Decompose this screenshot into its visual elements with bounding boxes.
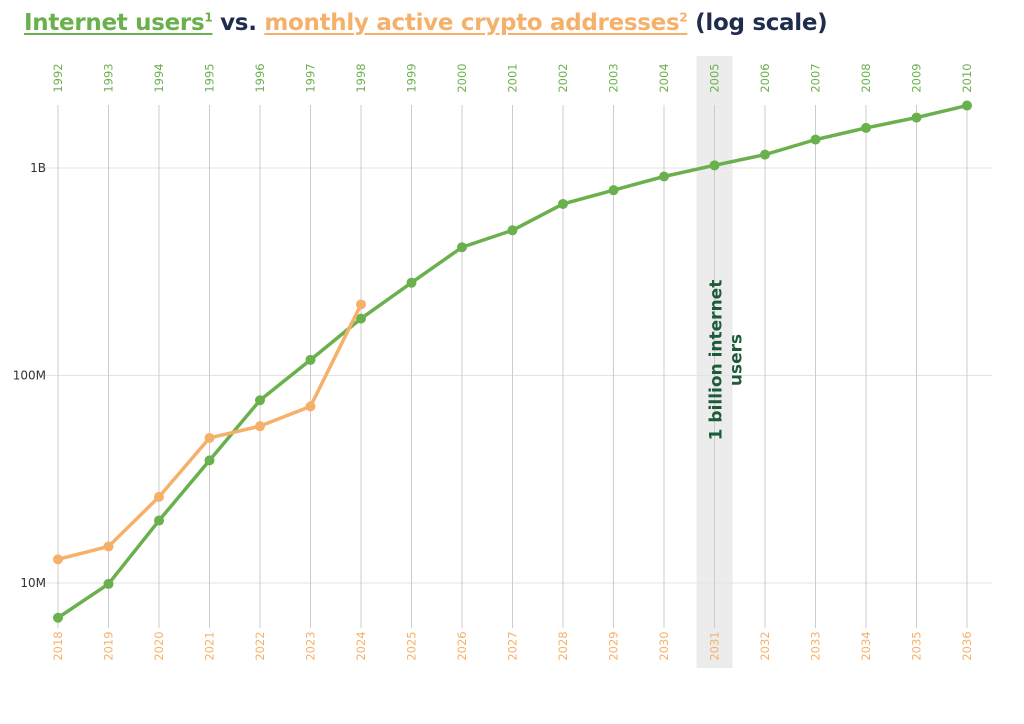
internet-data-point: [861, 122, 871, 133]
y-tick-label: 100M: [13, 369, 46, 383]
x-top-tick-label: 2010: [960, 63, 974, 92]
x-top-tick-label: 1997: [304, 63, 318, 92]
x-top-tick-label: 2005: [708, 63, 722, 92]
internet-data-point: [810, 134, 821, 145]
x-bottom-tick-label: 2027: [506, 631, 520, 660]
chart-title: Internet users1 vs. monthly active crypt…: [24, 10, 828, 36]
crypto-data-point: [154, 491, 164, 502]
x-bottom-tick-label: 2035: [910, 631, 924, 660]
internet-data-point: [760, 149, 770, 160]
x-top-tick-label: 2007: [809, 63, 823, 92]
x-bottom-tick-label: 2024: [354, 631, 368, 660]
x-top-tick-label: 1999: [405, 63, 419, 92]
title-crypto-addresses: monthly active crypto addresses2: [264, 10, 688, 36]
x-bottom-tick-label: 2036: [960, 631, 974, 660]
internet-data-point: [204, 455, 215, 466]
x-bottom-tick-label: 2021: [203, 631, 217, 660]
internet-data-point: [962, 100, 972, 111]
internet-data-point: [305, 354, 316, 365]
crypto-data-point: [255, 421, 265, 432]
x-bottom-tick-label: 2026: [455, 631, 469, 660]
title-vs: vs.: [212, 10, 265, 36]
x-bottom-tick-label: 2029: [607, 631, 621, 660]
internet-data-point: [406, 277, 417, 288]
title-internet-users: Internet users1: [24, 10, 213, 36]
y-tick-label: 1B: [30, 161, 46, 175]
x-bottom-tick-label: 2034: [859, 631, 873, 660]
internet-data-point: [103, 578, 114, 589]
x-bottom-tick-label: 2019: [102, 631, 116, 660]
x-bottom-tick-label: 2031: [708, 631, 722, 660]
annotation-line-1: 1 billion internet: [707, 280, 727, 441]
y-tick-label: 10M: [20, 576, 46, 590]
x-top-tick-label: 2001: [506, 63, 520, 92]
x-bottom-tick-label: 2025: [405, 631, 419, 660]
internet-data-point: [558, 198, 568, 209]
internet-data-point: [53, 612, 63, 623]
internet-data-point: [659, 171, 669, 182]
crypto-data-point: [53, 554, 63, 565]
internet-data-point: [709, 160, 720, 171]
x-bottom-tick-label: 2033: [809, 631, 823, 660]
internet-data-point: [356, 313, 366, 324]
crypto-data-point: [103, 541, 114, 552]
x-top-tick-label: 1996: [253, 63, 267, 92]
x-top-tick-label: 1992: [51, 63, 65, 92]
x-top-tick-label: 2009: [910, 63, 924, 92]
x-top-tick-label: 2003: [607, 63, 621, 92]
x-bottom-tick-label: 2028: [556, 631, 570, 660]
x-top-tick-label: 2000: [455, 63, 469, 92]
crypto-data-point: [305, 401, 316, 412]
internet-data-point: [507, 225, 518, 236]
x-bottom-tick-label: 2018: [51, 631, 65, 660]
internet-data-point: [608, 185, 619, 196]
x-bottom-tick-label: 2023: [304, 631, 318, 660]
x-bottom-tick-label: 2032: [758, 631, 772, 660]
x-top-tick-label: 1995: [203, 63, 217, 92]
x-top-tick-label: 2004: [657, 63, 671, 92]
crypto-data-point: [356, 299, 366, 310]
title-log-scale: (log scale): [687, 10, 828, 36]
x-top-tick-label: 1998: [354, 63, 368, 92]
x-top-tick-label: 2006: [758, 63, 772, 92]
internet-data-point: [154, 515, 164, 526]
x-bottom-tick-label: 2022: [253, 631, 267, 660]
x-bottom-tick-label: 2020: [152, 631, 166, 660]
x-top-tick-label: 1994: [152, 63, 166, 92]
internet-data-point: [911, 112, 922, 123]
x-top-tick-label: 1993: [102, 63, 116, 92]
crypto-data-point: [204, 432, 215, 443]
x-bottom-tick-label: 2030: [657, 631, 671, 660]
internet-data-point: [255, 395, 265, 406]
annotation-line-2: users: [727, 334, 747, 386]
x-top-tick-label: 2002: [556, 63, 570, 92]
internet-data-point: [457, 242, 467, 253]
x-top-tick-label: 2008: [859, 63, 873, 92]
